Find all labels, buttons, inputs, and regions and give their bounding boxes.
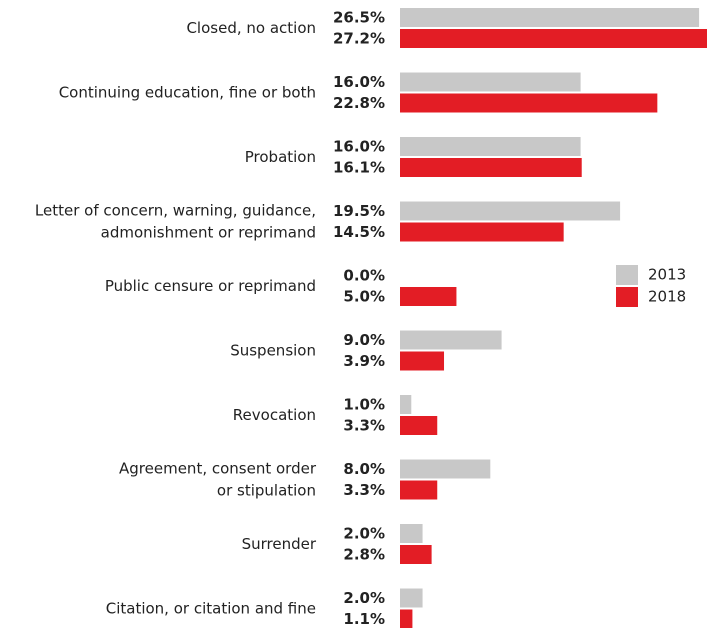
bar <box>400 29 707 48</box>
category-label: Suspension <box>230 341 316 359</box>
bar <box>400 609 413 628</box>
category-label: Letter of concern, warning, guidance, adm… <box>35 201 316 241</box>
category-label: Citation, or citation and fine <box>106 599 316 617</box>
bar <box>400 158 582 177</box>
value-label: 27.2% <box>333 30 385 48</box>
value-label: 1.1% <box>343 610 385 628</box>
value-label: 26.5% <box>333 9 385 27</box>
bar <box>400 416 438 435</box>
bar <box>400 93 658 113</box>
value-label: 14.5% <box>333 223 385 241</box>
bar <box>400 459 491 479</box>
value-label: 3.9% <box>343 352 385 370</box>
bar <box>400 480 438 500</box>
value-label: 16.1% <box>333 159 385 177</box>
bar <box>400 330 502 350</box>
value-label: 2.0% <box>343 525 385 543</box>
value-label: 2.0% <box>343 589 385 607</box>
value-label: 9.0% <box>343 331 385 349</box>
bar <box>400 137 581 156</box>
category-label: Revocation <box>233 406 316 424</box>
bar <box>400 287 457 306</box>
value-label: 3.3% <box>343 481 385 499</box>
bar <box>400 395 412 414</box>
value-label: 22.8% <box>333 94 385 112</box>
value-label: 8.0% <box>343 460 385 478</box>
legend-swatch <box>616 287 638 307</box>
legend-label: 2018 <box>648 288 686 306</box>
category-label: Probation <box>245 148 316 166</box>
category-label: Continuing education, fine or both <box>59 83 316 101</box>
bar <box>400 201 621 221</box>
bar <box>400 8 700 27</box>
value-label: 2.8% <box>343 546 385 564</box>
value-label: 16.0% <box>333 73 385 91</box>
value-label: 0.0% <box>343 267 385 285</box>
category-label: Public censure or reprimand <box>105 277 316 295</box>
legend-swatch <box>616 265 638 285</box>
value-label: 1.0% <box>343 396 385 414</box>
legend-label: 2013 <box>648 266 686 284</box>
value-label: 19.5% <box>333 202 385 220</box>
value-label: 3.3% <box>343 417 385 435</box>
bar <box>400 222 564 242</box>
category-label: Agreement, consent order or stipulation <box>119 459 317 499</box>
bar <box>400 524 423 543</box>
value-label: 16.0% <box>333 138 385 156</box>
bar <box>400 545 432 564</box>
bar <box>400 351 445 371</box>
category-label: Closed, no action <box>186 19 316 37</box>
bar <box>400 588 423 608</box>
category-label: Surrender <box>242 535 317 553</box>
value-label: 5.0% <box>343 288 385 306</box>
bar <box>400 72 581 92</box>
